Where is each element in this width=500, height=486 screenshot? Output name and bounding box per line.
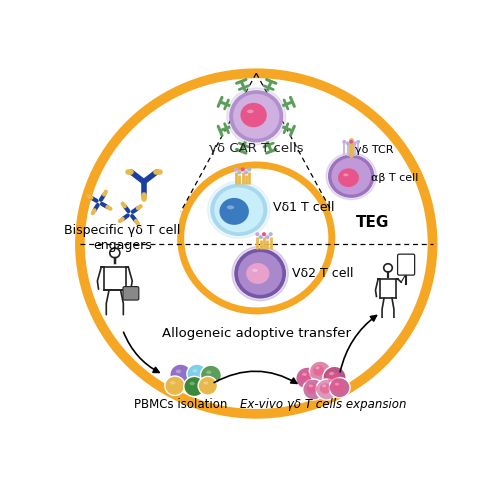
Circle shape [306, 383, 318, 394]
Text: PBMCs isolation: PBMCs isolation [134, 399, 228, 411]
Circle shape [262, 232, 266, 236]
Circle shape [80, 73, 432, 414]
Text: Bispecific γδ T cell
engagers: Bispecific γδ T cell engagers [64, 224, 181, 252]
Ellipse shape [308, 384, 313, 387]
Circle shape [198, 376, 218, 395]
Circle shape [165, 376, 185, 396]
FancyBboxPatch shape [398, 254, 414, 275]
Ellipse shape [302, 373, 307, 376]
Ellipse shape [227, 205, 234, 209]
Text: Vδ2 T cell: Vδ2 T cell [292, 267, 354, 280]
Circle shape [352, 141, 356, 145]
Circle shape [247, 167, 252, 172]
Circle shape [234, 167, 238, 172]
Ellipse shape [230, 91, 282, 142]
Ellipse shape [338, 168, 359, 187]
Ellipse shape [326, 153, 376, 200]
Circle shape [327, 371, 338, 382]
Circle shape [256, 232, 260, 236]
Text: Vδ1 T cell: Vδ1 T cell [272, 201, 334, 214]
Circle shape [316, 379, 338, 400]
Ellipse shape [247, 109, 254, 113]
Ellipse shape [316, 366, 320, 369]
Circle shape [268, 232, 272, 236]
Ellipse shape [232, 246, 288, 301]
Circle shape [329, 378, 350, 398]
Ellipse shape [204, 382, 208, 384]
Ellipse shape [332, 158, 371, 194]
Circle shape [238, 171, 242, 174]
Circle shape [346, 141, 350, 145]
Ellipse shape [235, 249, 286, 298]
Circle shape [240, 167, 245, 172]
Ellipse shape [211, 184, 266, 235]
Circle shape [320, 383, 330, 394]
Ellipse shape [206, 370, 212, 374]
Circle shape [342, 140, 346, 144]
Ellipse shape [240, 103, 267, 127]
Ellipse shape [190, 382, 195, 385]
Ellipse shape [335, 382, 339, 385]
Ellipse shape [170, 381, 175, 384]
Ellipse shape [214, 188, 264, 232]
Circle shape [296, 367, 319, 389]
Circle shape [187, 364, 207, 383]
Circle shape [356, 140, 360, 144]
Ellipse shape [192, 369, 198, 373]
Text: Allogeneic adoptive transfer: Allogeneic adoptive transfer [162, 327, 351, 340]
Ellipse shape [246, 263, 270, 284]
Circle shape [323, 366, 346, 389]
Text: Ex-vivo γδ T cells expansion: Ex-vivo γδ T cells expansion [240, 399, 406, 411]
Ellipse shape [208, 181, 270, 238]
Circle shape [244, 171, 248, 174]
Ellipse shape [233, 94, 280, 139]
Circle shape [300, 371, 312, 383]
FancyBboxPatch shape [123, 287, 139, 300]
Ellipse shape [238, 252, 282, 295]
Circle shape [349, 140, 353, 144]
Ellipse shape [226, 88, 286, 145]
Ellipse shape [322, 384, 326, 387]
Ellipse shape [343, 174, 348, 176]
Text: γδ TCR: γδ TCR [355, 145, 394, 155]
Ellipse shape [220, 198, 249, 225]
Circle shape [303, 379, 324, 400]
Circle shape [310, 361, 331, 382]
Circle shape [313, 365, 324, 376]
Text: TEG: TEG [356, 215, 389, 230]
Circle shape [184, 376, 204, 397]
Ellipse shape [328, 155, 374, 197]
Circle shape [258, 235, 263, 239]
Text: γδ CAR T cells: γδ CAR T cells [209, 142, 304, 156]
Ellipse shape [330, 372, 334, 375]
Circle shape [180, 165, 332, 311]
Circle shape [333, 382, 343, 392]
Ellipse shape [252, 269, 258, 272]
Circle shape [170, 364, 192, 385]
Circle shape [200, 365, 222, 385]
Circle shape [265, 235, 270, 239]
Text: αβ T cell: αβ T cell [370, 173, 418, 183]
Ellipse shape [176, 369, 181, 373]
